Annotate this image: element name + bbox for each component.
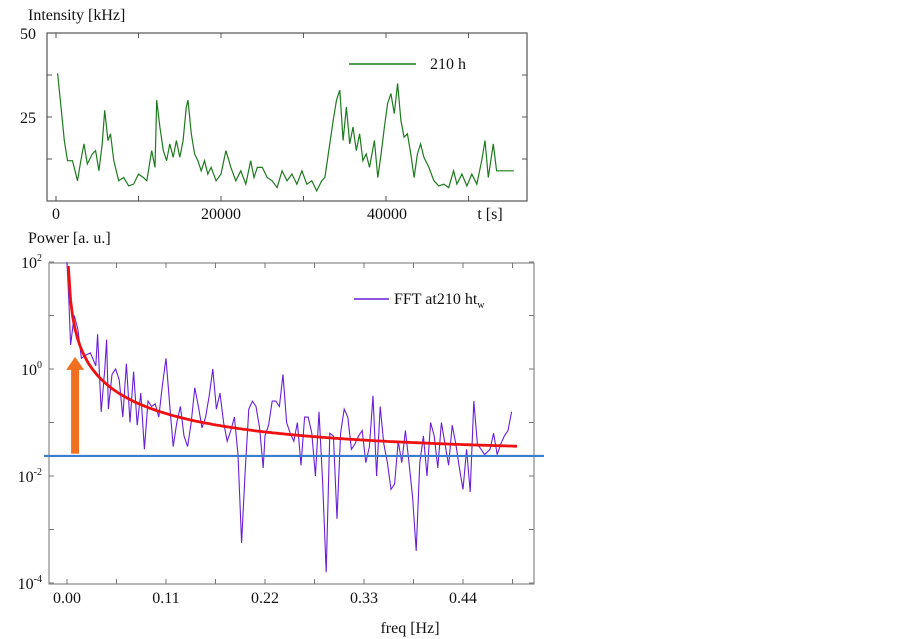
intensity-x-axis-label: t [s] [477,206,502,223]
arrow-shaft [71,368,80,454]
fit-curve-line [66,265,517,448]
y-tick-label-base: 10 [18,469,34,486]
x-tick-label: 0.11 [152,590,179,607]
x-tick-label-20000: 20000 [201,206,241,223]
y-tick-label-exponent: 2 [37,253,42,264]
legend-label-fft-subscript: w [477,300,485,311]
y-tick-label: 100 [21,360,42,379]
y-tick-label-50: 50 [20,26,36,43]
legend-label-fft-text: FFT at210 ht [394,291,478,308]
fft-series-line [66,261,513,573]
power-x-tick-labels: 0.00 0.11 0.22 0.33 0.44 [53,590,477,607]
power-plot-frame [48,262,535,585]
y-tick-label: 10-2 [18,467,42,486]
y-tick-label-exponent: -4 [34,574,42,585]
intensity-ticks [47,33,527,201]
power-y-axis-label: Power [a. u.] [28,230,111,247]
y-tick-label-exponent: 0 [37,360,42,371]
y-tick-label-25: 25 [20,110,36,127]
y-tick-label-base: 10 [18,576,34,593]
x-tick-label: 0.33 [350,590,378,607]
x-tick-label: 0.00 [53,590,81,607]
arrow-head [66,356,85,370]
intensity-y-axis-label: Intensity [kHz] [28,7,125,24]
legend-label-210h: 210 h [430,56,466,73]
orange-arrow-annotation [66,356,85,454]
x-tick-label: 0.22 [251,590,279,607]
x-tick-label: 0.44 [449,590,477,607]
power-ticks [49,261,534,584]
y-tick-label-base: 10 [21,362,37,379]
intensity-series-line [57,73,514,193]
intensity-panel: Intensity [kHz] 50 25 0 20000 40000 t [s… [20,7,528,223]
power-x-axis-label: freq [Hz] [380,620,439,637]
y-tick-label: 102 [21,253,42,272]
legend-label-fft: FFT at210 htw [394,291,485,311]
y-tick-label-exponent: -2 [34,467,42,478]
y-tick-label: 10-4 [18,574,42,593]
x-tick-label-40000: 40000 [367,206,407,223]
x-tick-label-0: 0 [52,206,60,223]
y-tick-label-base: 10 [21,255,37,272]
